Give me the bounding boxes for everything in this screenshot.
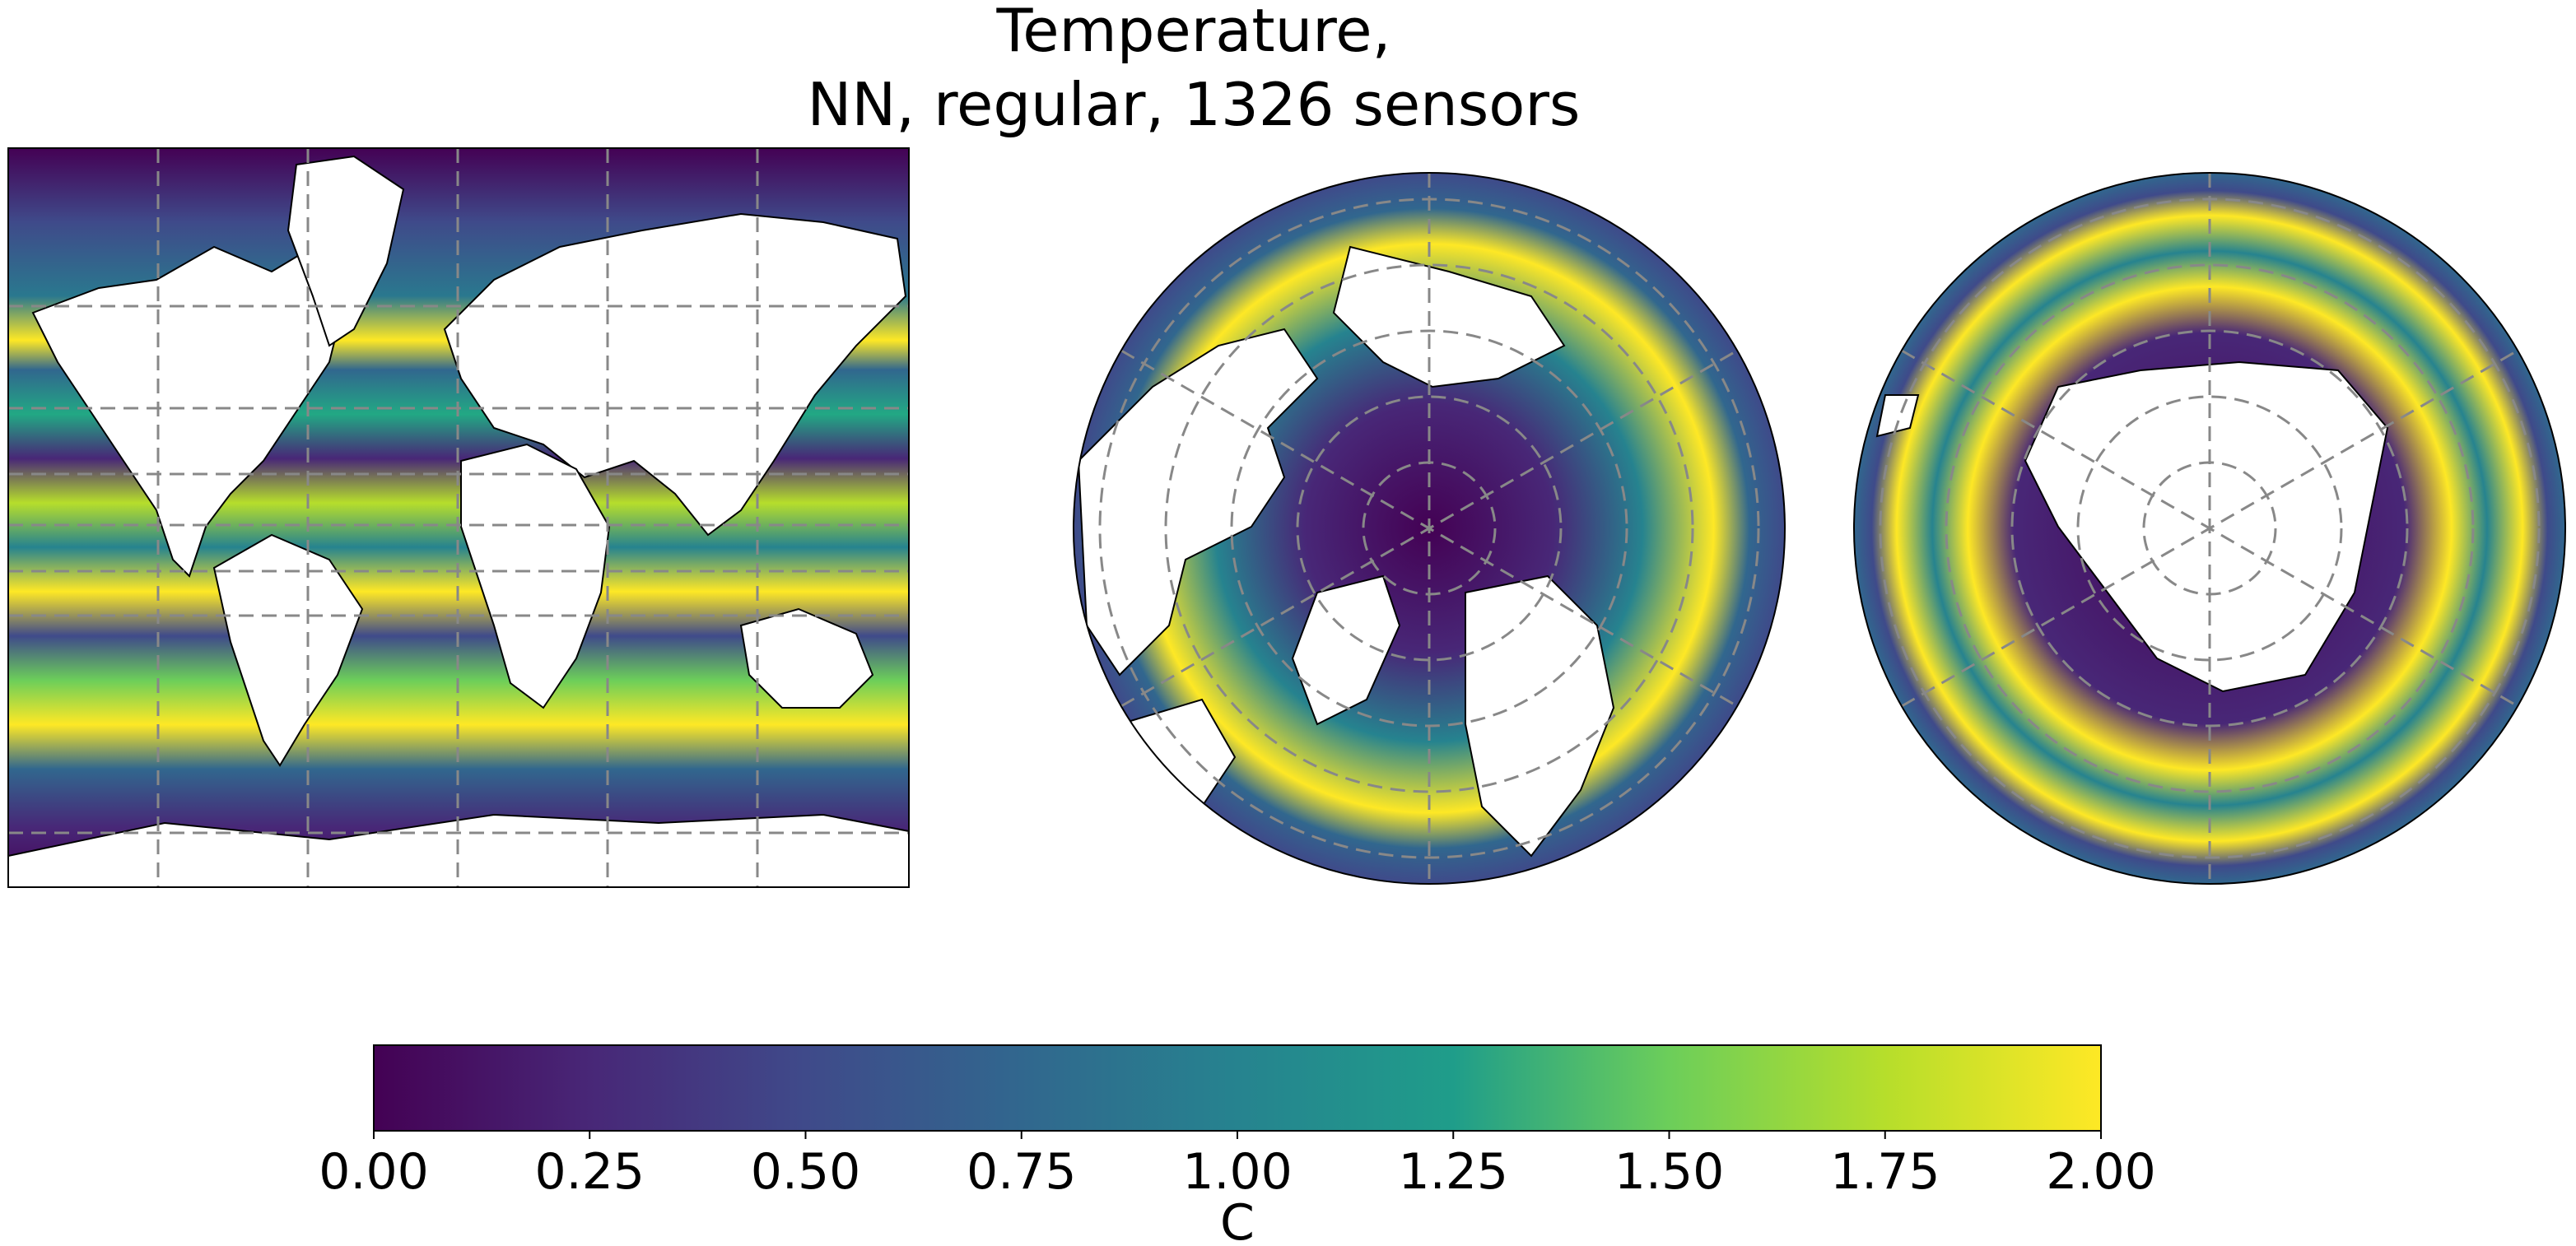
south-polar-map-panel	[1853, 172, 2566, 885]
title-line-2: NN, regular, 1326 sensors	[808, 70, 1581, 139]
colorbar-ticks: 0.00 0.25 0.50 0.75 1.00 1.25 1.50 1.75 2.00	[319, 1131, 2156, 1201]
colorbar-tick-label: 1.00	[1182, 1143, 1293, 1201]
colorbar-tick-label: 1.75	[1830, 1143, 1940, 1201]
colorbar-gradient	[373, 1044, 2102, 1132]
mercator-gridlines	[8, 148, 909, 887]
colorbar: 0.00 0.25 0.50 0.75 1.00 1.25 1.50 1.75 2.00 C	[319, 1044, 2156, 1246]
colorbar-tick-label: 0.25	[534, 1143, 645, 1201]
colorbar-label: C	[1220, 1194, 1255, 1246]
north-polar-gridlines	[1098, 173, 1760, 884]
north-polar-map-panel	[1073, 172, 1786, 885]
colorbar-tick-label: 0.75	[967, 1143, 1077, 1201]
title-line-1: Temperature,	[996, 0, 1391, 65]
colorbar-tick-label: 1.25	[1398, 1143, 1508, 1201]
colorbar-tick-label: 1.50	[1614, 1143, 1725, 1201]
colorbar-tick-label: 0.50	[751, 1143, 861, 1201]
colorbar-tick-label: 0.00	[319, 1143, 429, 1201]
land-masses-north	[1077, 245, 1615, 858]
colorbar-tick-label: 2.00	[2046, 1143, 2156, 1201]
south-polar-gridlines	[1879, 173, 2541, 884]
mercator-map-panel	[7, 147, 910, 888]
